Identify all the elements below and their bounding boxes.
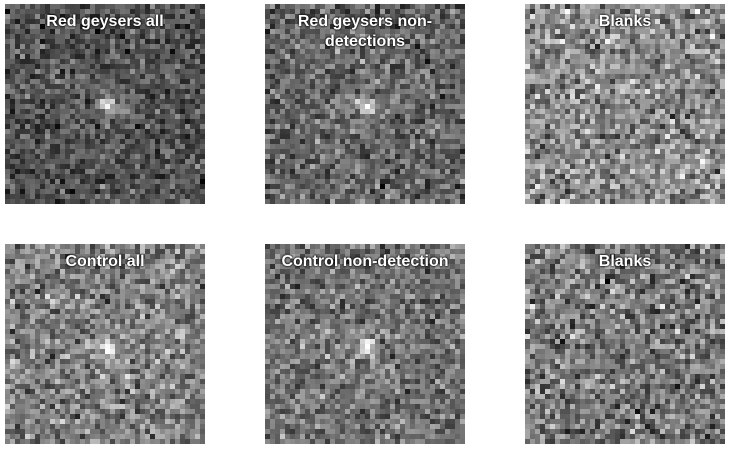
stack-image-control-all: Control all	[5, 244, 205, 444]
stack-image-red-geysers-all: Red geysers all	[5, 4, 205, 204]
stack-image-control-non-detection: Control non-detection	[265, 244, 465, 444]
stack-image-blanks-bottom: Blanks	[525, 244, 725, 444]
panel-title: Blanks	[525, 252, 725, 272]
panel-title: Red geysers all	[5, 12, 205, 32]
noise-image	[5, 244, 205, 444]
noise-image	[525, 4, 725, 204]
panel-title: Control all	[5, 252, 205, 272]
stack-image-blanks-top: Blanks	[525, 4, 725, 204]
panel-title: Blanks	[525, 12, 725, 32]
panel-title: Control non-detection	[265, 252, 465, 272]
noise-image	[265, 244, 465, 444]
stack-image-red-geysers-non-detections: Red geysers non- detections	[265, 4, 465, 204]
panel-title: Red geysers non- detections	[265, 12, 465, 52]
noise-image	[525, 244, 725, 444]
noise-image	[5, 4, 205, 204]
